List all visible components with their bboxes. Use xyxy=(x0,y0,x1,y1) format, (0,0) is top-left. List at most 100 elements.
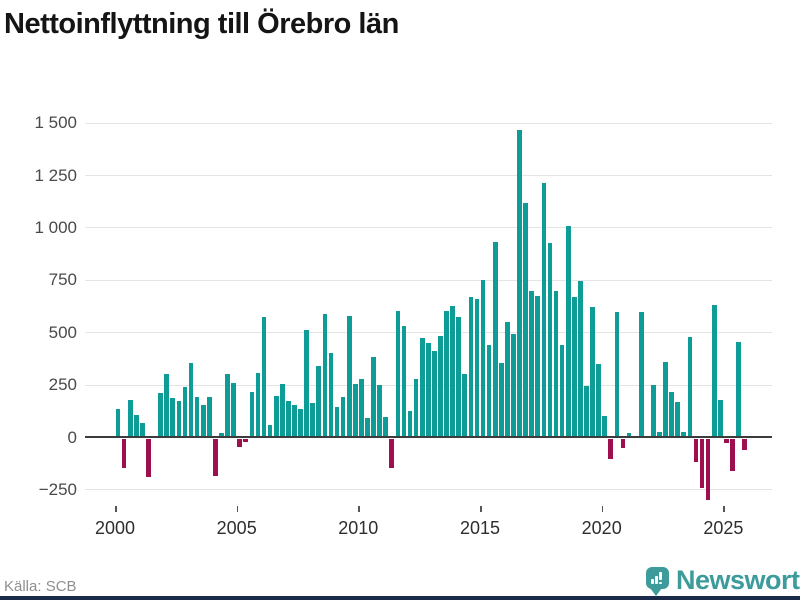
bar xyxy=(711,305,717,437)
bar xyxy=(176,401,182,437)
bar xyxy=(127,400,133,437)
bar xyxy=(425,342,431,437)
bar xyxy=(608,439,614,459)
bar xyxy=(316,365,322,437)
plot-area: 1 500 1 250 1 000 750 500 250 0 −250 2000 2005 201… xyxy=(0,110,800,555)
x-axis-tick xyxy=(115,506,117,512)
bar xyxy=(158,393,163,437)
gridline xyxy=(85,227,772,229)
x-axis-label: 2005 xyxy=(216,518,257,538)
bar-chart-icon xyxy=(659,572,662,580)
bar xyxy=(340,396,346,437)
bar xyxy=(474,298,480,437)
bar xyxy=(693,439,699,463)
bar xyxy=(304,330,309,437)
bar xyxy=(371,357,376,437)
x-axis-line xyxy=(85,436,772,438)
bar xyxy=(517,129,522,437)
bar xyxy=(468,297,474,437)
gridline xyxy=(85,175,772,176)
x-axis-label: 2010 xyxy=(338,518,379,538)
bar xyxy=(736,341,741,437)
bar xyxy=(249,391,255,437)
y-axis-label: 1 500 xyxy=(34,113,77,133)
newsworthy-badge-icon xyxy=(646,567,669,589)
bar xyxy=(255,373,261,437)
bar xyxy=(243,439,249,443)
bar xyxy=(450,306,455,437)
bar xyxy=(146,439,151,477)
bar xyxy=(413,379,419,437)
bar xyxy=(188,362,194,437)
bar xyxy=(730,439,735,471)
x-axis-tick xyxy=(601,506,604,512)
bar xyxy=(699,439,705,488)
bar xyxy=(237,439,243,447)
gridline xyxy=(85,279,772,281)
gridline xyxy=(85,489,772,491)
y-axis-label: 1 000 xyxy=(34,217,77,237)
x-axis-tick xyxy=(480,506,482,512)
bar xyxy=(140,423,145,437)
bar xyxy=(401,326,407,437)
y-axis-label: 750 xyxy=(48,270,77,290)
bar xyxy=(225,374,230,437)
bar xyxy=(194,396,200,437)
y-axis-label: 500 xyxy=(48,322,77,342)
bar xyxy=(219,432,224,437)
bar xyxy=(602,416,608,437)
x-axis-label: 2000 xyxy=(94,518,136,538)
bar xyxy=(432,351,437,437)
bar xyxy=(724,439,729,443)
bar xyxy=(395,310,401,437)
brand-logo: Newsworthy xyxy=(644,564,800,598)
bar xyxy=(498,363,504,437)
bar xyxy=(669,392,674,437)
bar xyxy=(687,337,693,437)
bar xyxy=(492,241,498,437)
bar xyxy=(292,405,297,437)
bar xyxy=(511,333,516,437)
bar xyxy=(115,408,121,437)
bar xyxy=(213,439,218,476)
y-axis-label: 250 xyxy=(48,375,77,395)
gridline xyxy=(85,122,772,124)
bar xyxy=(626,432,632,437)
bar-chart-icon xyxy=(655,576,658,584)
bar xyxy=(352,384,358,437)
bar xyxy=(231,382,236,437)
bar xyxy=(206,397,212,437)
bar xyxy=(651,385,656,437)
bar xyxy=(133,415,139,437)
bar xyxy=(505,321,510,437)
badge-tail-icon xyxy=(650,588,662,596)
bar xyxy=(279,384,285,437)
bar xyxy=(486,344,492,437)
bar xyxy=(456,316,462,437)
brand-name: Newsworthy xyxy=(676,565,800,595)
chart-title: Nettoinflyttning till Örebro län xyxy=(4,8,399,40)
bar xyxy=(267,424,273,437)
x-axis-label: 2015 xyxy=(459,518,501,538)
source-note: Källa: SCB xyxy=(4,578,77,595)
bar xyxy=(529,290,535,437)
bottom-border xyxy=(0,596,800,600)
bar xyxy=(170,398,176,437)
bar xyxy=(322,314,328,437)
bar xyxy=(164,374,170,437)
x-axis-tick xyxy=(236,506,239,512)
bar xyxy=(365,417,370,437)
bar xyxy=(121,439,127,469)
bar xyxy=(596,363,601,437)
bar xyxy=(377,384,382,437)
x-axis-tick xyxy=(358,506,360,512)
bar xyxy=(328,353,334,437)
bar xyxy=(705,439,711,500)
bar xyxy=(663,362,668,437)
bar xyxy=(638,312,644,437)
bar xyxy=(298,408,303,437)
bar xyxy=(310,402,316,437)
bar xyxy=(553,290,559,437)
x-axis-label: 2020 xyxy=(581,518,622,538)
